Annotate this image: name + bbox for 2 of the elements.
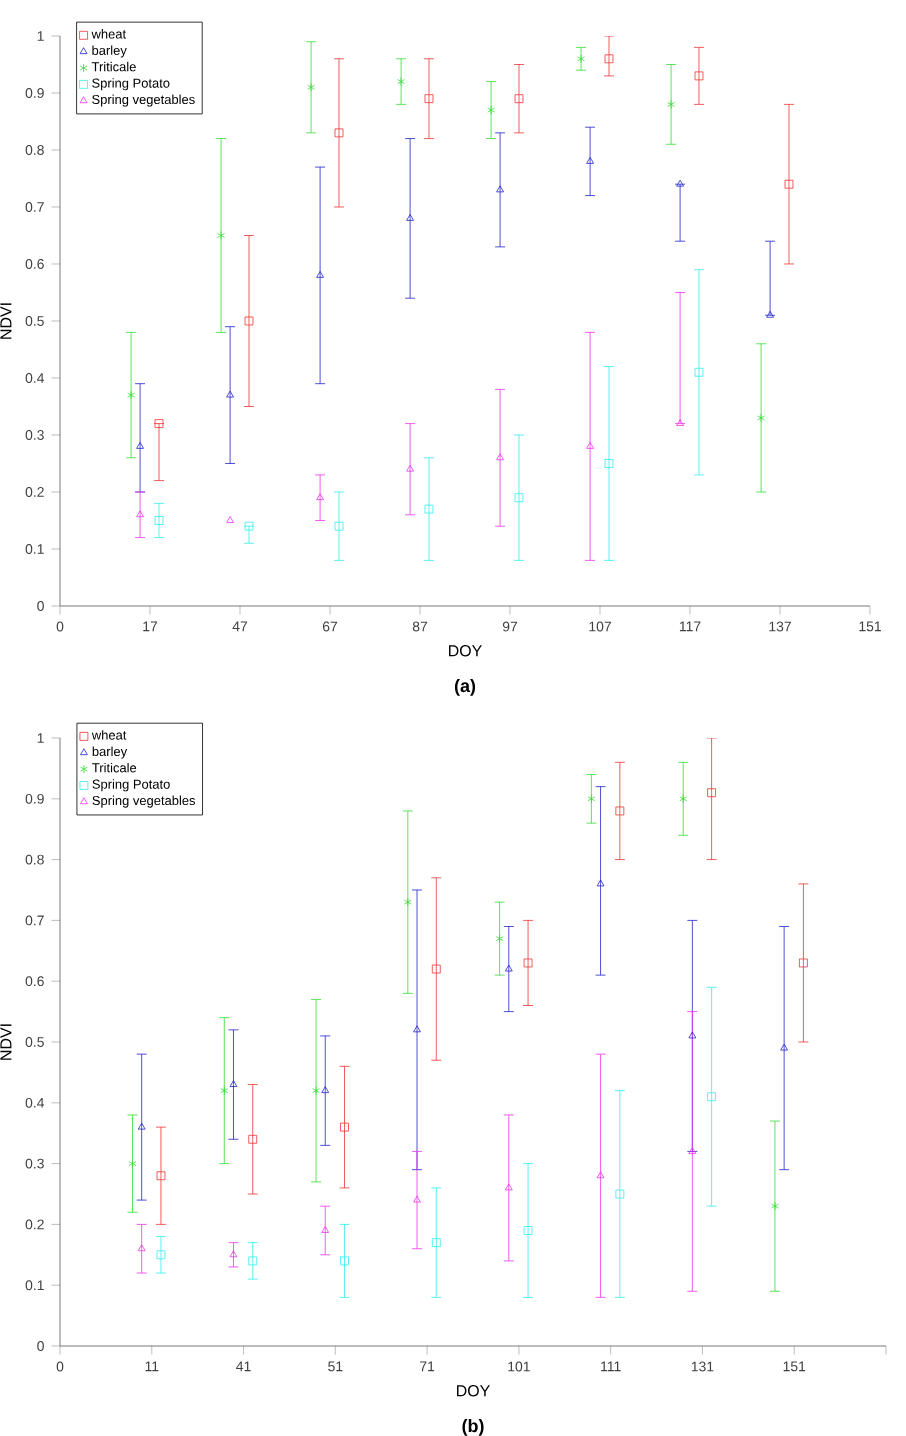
text: (a) — [454, 679, 476, 696]
text: (b) — [462, 1419, 484, 1436]
